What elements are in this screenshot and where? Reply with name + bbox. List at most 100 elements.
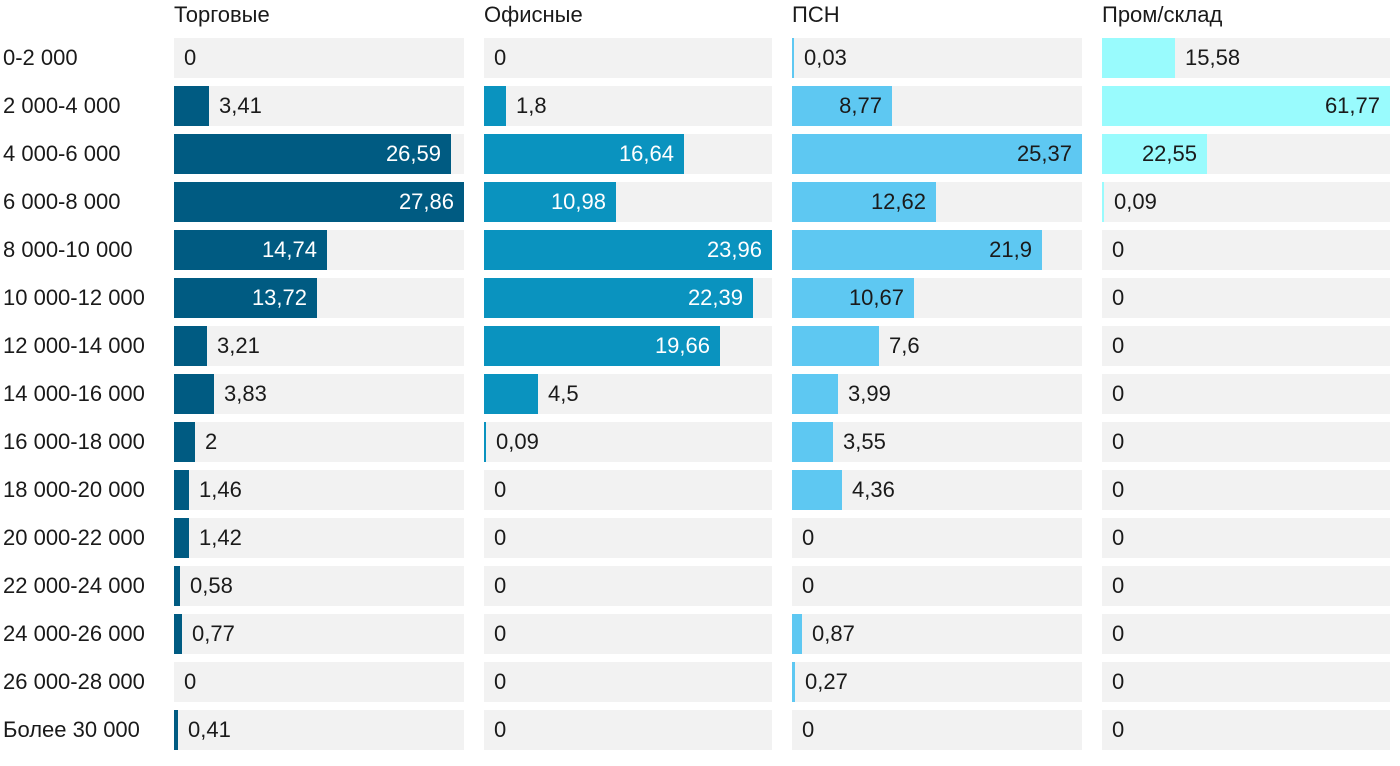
- value-label: 1,8: [516, 93, 547, 118]
- value-label: 0: [802, 717, 815, 742]
- bar: [174, 374, 214, 414]
- bar: [484, 326, 720, 366]
- bar-track: 0: [1102, 710, 1390, 750]
- bar-track: 0: [792, 710, 1082, 750]
- bar-track: 0: [1102, 230, 1390, 270]
- value-label: 12,62: [870, 189, 926, 214]
- bar: [174, 326, 207, 366]
- value-label: 0,41: [188, 717, 231, 742]
- value-label: 13,72: [251, 285, 307, 310]
- category-label: 4 000-6 000: [3, 141, 121, 166]
- bar-track: 3,21: [174, 326, 464, 366]
- bar-track: 0: [792, 518, 1082, 558]
- bar-track: 15,58: [1102, 38, 1390, 78]
- bar: [792, 422, 833, 462]
- value-label: 0: [1112, 237, 1125, 262]
- bar-track: 0: [484, 518, 772, 558]
- value-label: 1,42: [199, 525, 242, 550]
- bar-track: 21,9: [792, 230, 1082, 270]
- bar-track: 10,98: [484, 182, 772, 222]
- value-label: 7,6: [889, 333, 920, 358]
- bar-track: 22,55: [1102, 134, 1390, 174]
- bar: [174, 134, 451, 174]
- bar-track: 0: [1102, 614, 1390, 654]
- bar-track: 3,83: [174, 374, 464, 414]
- category-label: 18 000-20 000: [3, 477, 145, 502]
- bar: [792, 182, 936, 222]
- category-label: 12 000-14 000: [3, 333, 145, 358]
- bar-track: 0: [484, 662, 772, 702]
- bar-track: 2: [174, 422, 464, 462]
- category-label: 8 000-10 000: [3, 237, 133, 262]
- bar: [1102, 182, 1104, 222]
- bar: [792, 614, 802, 654]
- value-label: 0: [494, 573, 507, 598]
- bar-track: 61,77: [1102, 86, 1390, 126]
- value-label: 0: [1112, 333, 1125, 358]
- bar-track: 0: [1102, 326, 1390, 366]
- bar: [792, 662, 795, 702]
- bar: [484, 422, 486, 462]
- bar: [174, 86, 209, 126]
- bar-track: 0: [792, 566, 1082, 606]
- value-label: 0: [1112, 669, 1125, 694]
- value-label: 0,09: [496, 429, 539, 454]
- bar-track: 12,62: [792, 182, 1082, 222]
- bar-track: 1,42: [174, 518, 464, 558]
- bar-track: 14,74: [174, 230, 464, 270]
- bar-track: 8,77: [792, 86, 1082, 126]
- bar-track: 0: [174, 38, 464, 78]
- value-label: 19,66: [654, 333, 710, 358]
- bar-track: 0: [484, 470, 772, 510]
- bar-track: 0: [1102, 662, 1390, 702]
- bar: [792, 470, 842, 510]
- value-label: 0: [494, 477, 507, 502]
- value-label: 0: [184, 669, 197, 694]
- value-label: 4,36: [852, 477, 895, 502]
- bar-track: 22,39: [484, 278, 772, 318]
- bar-track: 1,8: [484, 86, 772, 126]
- value-label: 0: [802, 525, 815, 550]
- bar-track: 19,66: [484, 326, 772, 366]
- value-label: 3,21: [217, 333, 260, 358]
- bar-track: 0: [174, 662, 464, 702]
- bar: [484, 134, 684, 174]
- category-label: 14 000-16 000: [3, 381, 145, 406]
- bar-track: 0: [484, 566, 772, 606]
- value-label: 16,64: [618, 141, 674, 166]
- bar-track: 27,86: [174, 182, 464, 222]
- value-label: 2: [205, 429, 218, 454]
- value-label: 1,46: [199, 477, 242, 502]
- value-label: 0,09: [1114, 189, 1157, 214]
- bar: [174, 614, 182, 654]
- value-label: 0,77: [192, 621, 235, 646]
- value-label: 22,39: [687, 285, 743, 310]
- category-label: Более 30 000: [3, 717, 140, 742]
- bar: [792, 278, 914, 318]
- bar-track: 0,87: [792, 614, 1082, 654]
- bar-track: 0: [484, 710, 772, 750]
- bar-track: 0: [484, 614, 772, 654]
- value-label: 3,99: [848, 381, 891, 406]
- value-label: 0: [802, 573, 815, 598]
- value-label: 0: [1112, 573, 1125, 598]
- value-label: 0: [1112, 381, 1125, 406]
- bar-track: 4,36: [792, 470, 1082, 510]
- value-label: 3,55: [843, 429, 886, 454]
- bar: [484, 182, 616, 222]
- bar-track: 7,6: [792, 326, 1082, 366]
- value-label: 0: [494, 525, 507, 550]
- category-label: 6 000-8 000: [3, 189, 121, 214]
- bar: [1102, 134, 1207, 174]
- bar: [792, 326, 879, 366]
- bar-track: 0,03: [792, 38, 1082, 78]
- bar-track: 26,59: [174, 134, 464, 174]
- bar-track: 0,27: [792, 662, 1082, 702]
- bar: [1102, 38, 1175, 78]
- value-label: 25,37: [1016, 141, 1072, 166]
- bar-track: 25,37: [792, 134, 1082, 174]
- category-label: 24 000-26 000: [3, 621, 145, 646]
- value-label: 0: [184, 45, 197, 70]
- bar: [792, 134, 1082, 174]
- bar-track: 3,55: [792, 422, 1082, 462]
